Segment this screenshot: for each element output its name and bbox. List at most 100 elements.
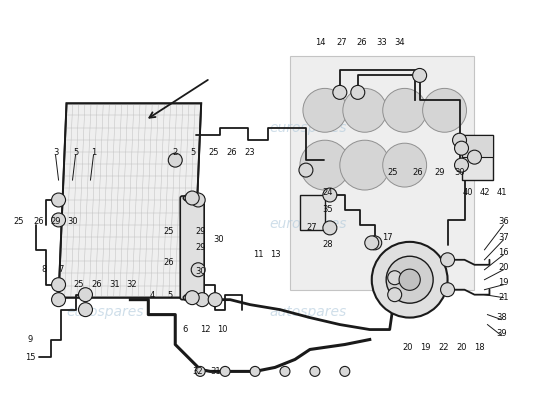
Circle shape: [300, 140, 350, 190]
Text: 34: 34: [394, 38, 405, 47]
Text: 20: 20: [403, 343, 413, 352]
Text: 11: 11: [253, 250, 263, 259]
Circle shape: [52, 293, 65, 307]
Text: 26: 26: [91, 280, 102, 289]
FancyBboxPatch shape: [180, 196, 204, 300]
Text: 35: 35: [322, 206, 333, 214]
Text: 19: 19: [498, 278, 509, 287]
Circle shape: [365, 236, 379, 250]
Circle shape: [310, 366, 320, 376]
Circle shape: [386, 256, 433, 303]
Text: 25: 25: [387, 168, 398, 176]
Circle shape: [441, 253, 454, 267]
Text: 25: 25: [73, 280, 84, 289]
Circle shape: [340, 140, 390, 190]
Text: 32: 32: [192, 367, 202, 376]
Text: 4: 4: [150, 291, 155, 300]
Text: 40: 40: [462, 188, 473, 196]
Circle shape: [250, 366, 260, 376]
Circle shape: [168, 153, 182, 167]
Circle shape: [422, 88, 466, 132]
Text: 7: 7: [58, 265, 63, 274]
Text: 36: 36: [498, 218, 509, 226]
Circle shape: [412, 68, 427, 82]
Circle shape: [323, 221, 337, 235]
Text: 29: 29: [195, 227, 206, 236]
Bar: [461, 135, 493, 180]
Text: 24: 24: [323, 188, 333, 196]
Circle shape: [299, 163, 313, 177]
Text: 18: 18: [474, 343, 485, 352]
Circle shape: [52, 278, 65, 292]
Circle shape: [343, 88, 387, 132]
Text: 26: 26: [412, 168, 423, 176]
Circle shape: [388, 271, 402, 285]
Text: 30: 30: [454, 168, 465, 176]
Circle shape: [52, 193, 65, 207]
Text: 8: 8: [41, 265, 46, 274]
Circle shape: [191, 193, 205, 207]
Text: 16: 16: [498, 248, 509, 257]
Circle shape: [79, 288, 92, 302]
Circle shape: [399, 269, 420, 290]
Circle shape: [79, 303, 92, 316]
Text: 33: 33: [376, 38, 387, 47]
Text: eurospares: eurospares: [66, 217, 144, 231]
Circle shape: [383, 143, 427, 187]
Text: 19: 19: [420, 343, 431, 352]
Text: 28: 28: [322, 240, 333, 249]
Circle shape: [280, 366, 290, 376]
Text: 27: 27: [306, 224, 317, 232]
Text: 25: 25: [13, 218, 24, 226]
Text: 3: 3: [53, 148, 58, 157]
Circle shape: [333, 85, 347, 99]
Circle shape: [388, 288, 402, 302]
Text: 1: 1: [91, 148, 96, 157]
Text: 14: 14: [315, 38, 325, 47]
Text: 26: 26: [163, 258, 174, 267]
Circle shape: [454, 158, 469, 172]
Circle shape: [303, 88, 347, 132]
Text: 23: 23: [245, 148, 255, 157]
Text: 29: 29: [434, 168, 445, 176]
Text: 25: 25: [163, 227, 173, 236]
Text: 5: 5: [73, 148, 78, 157]
Circle shape: [383, 88, 427, 132]
Text: 38: 38: [496, 313, 507, 322]
Circle shape: [351, 85, 365, 99]
Text: 12: 12: [200, 325, 211, 334]
Text: 30: 30: [213, 235, 223, 244]
Text: 31: 31: [109, 280, 120, 289]
Text: 9: 9: [28, 335, 33, 344]
Text: 20: 20: [456, 343, 467, 352]
Polygon shape: [58, 103, 201, 298]
Circle shape: [368, 236, 382, 250]
Circle shape: [454, 141, 469, 155]
Text: eurospares: eurospares: [66, 305, 144, 319]
Bar: [300, 195, 325, 230]
Text: 31: 31: [210, 367, 221, 376]
Circle shape: [468, 150, 481, 164]
Circle shape: [453, 133, 466, 147]
Bar: [461, 135, 493, 157]
Circle shape: [220, 366, 230, 376]
Text: 26: 26: [227, 148, 238, 157]
Text: 10: 10: [217, 325, 227, 334]
Circle shape: [195, 366, 205, 376]
Text: 22: 22: [438, 343, 449, 352]
Text: 20: 20: [498, 263, 509, 272]
Text: 6: 6: [183, 325, 188, 334]
Circle shape: [441, 283, 454, 297]
Text: 41: 41: [496, 188, 507, 196]
Text: eurospares: eurospares: [269, 217, 346, 231]
Text: 5: 5: [168, 291, 173, 300]
Text: 2: 2: [173, 148, 178, 157]
Circle shape: [191, 263, 205, 277]
Circle shape: [185, 191, 199, 205]
Text: 39: 39: [496, 329, 507, 338]
Text: 42: 42: [479, 188, 490, 196]
Text: 17: 17: [382, 233, 393, 242]
Text: 21: 21: [498, 293, 509, 302]
Bar: [290, 56, 475, 290]
Text: 30: 30: [67, 218, 78, 226]
